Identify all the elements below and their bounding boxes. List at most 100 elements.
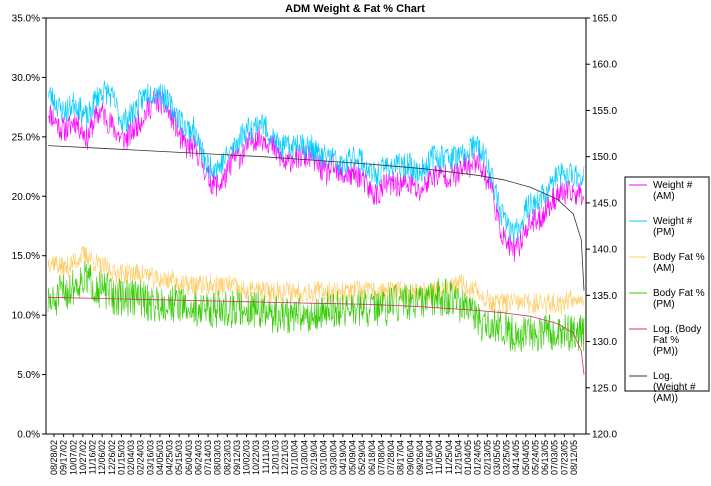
x-tick-label: 04/19/04 xyxy=(338,440,348,475)
x-tick-label: 07/23/05 xyxy=(559,440,569,475)
left-y-axis: 0.0% 5.0% 10.0% 15.0% 20.0% 25.0% 30.0% 35.0% xyxy=(12,14,46,441)
left-tick-label: 35.0% xyxy=(12,14,40,25)
x-tick-label: 04/25/03 xyxy=(165,440,175,475)
x-tick-label: 12/21/03 xyxy=(280,440,290,475)
x-tick-label: 03/30/04 xyxy=(328,440,338,475)
x-tick-label: 09/06/04 xyxy=(405,440,415,475)
x-tick-label: 06/24/03 xyxy=(193,440,203,475)
x-tick-label: 06/18/04 xyxy=(367,440,377,475)
legend-label: Weight # xyxy=(653,180,693,191)
x-tick-label: 11/25/04 xyxy=(444,440,454,474)
x-tick-label: 03/25/05 xyxy=(502,440,512,475)
series-line-body-fat-am xyxy=(47,245,585,315)
x-tick-label: 06/13/05 xyxy=(540,440,550,475)
x-tick-label: 02/04/03 xyxy=(126,440,136,475)
legend-label: (Weight # xyxy=(653,382,696,393)
x-tick-label: 12/26/02 xyxy=(107,440,117,475)
x-tick-label: 07/14/03 xyxy=(203,440,213,475)
right-y-axis: 120.0 125.0 130.0 135.0 140.0 145.0 150.0 155.0… xyxy=(586,14,617,441)
legend: Weight #(AM)Weight #(PM)Body Fat %(AM)Bo… xyxy=(624,176,710,404)
chart-title: ADM Weight & Fat % Chart xyxy=(285,3,425,15)
x-tick-label: 12/06/02 xyxy=(97,440,107,475)
legend-label: (PM) xyxy=(653,299,675,310)
x-tick-label: 07/28/04 xyxy=(386,440,396,475)
x-tick-label: 08/23/03 xyxy=(222,440,232,475)
x-tick-label: 02/19/04 xyxy=(309,440,319,475)
left-tick-label: 30.0% xyxy=(12,73,40,84)
x-tick-label: 07/08/04 xyxy=(376,440,386,475)
x-tick-label: 07/03/05 xyxy=(550,440,560,475)
left-tick-label: 5.0% xyxy=(17,370,40,381)
x-tick-label: 05/04/05 xyxy=(521,440,531,475)
right-tick-label: 160.0 xyxy=(592,60,617,71)
x-tick-label: 05/24/05 xyxy=(530,440,540,475)
x-tick-label: 10/27/02 xyxy=(78,440,88,475)
x-tick-label: 08/28/02 xyxy=(49,440,59,475)
right-tick-label: 165.0 xyxy=(592,14,617,25)
x-tick-label: 08/12/05 xyxy=(569,440,579,475)
right-tick-label: 155.0 xyxy=(592,106,617,117)
x-tick-label: 11/11/03 xyxy=(261,440,271,474)
right-tick-label: 145.0 xyxy=(592,198,617,209)
legend-label: (PM) xyxy=(653,227,675,238)
x-tick-label: 01/04/05 xyxy=(463,440,473,475)
x-tick-label: 10/07/02 xyxy=(68,440,78,475)
legend-label: (PM)) xyxy=(653,346,678,357)
series-layer xyxy=(47,80,585,375)
x-tick-label: 09/26/04 xyxy=(415,440,425,475)
x-tick-label: 10/16/04 xyxy=(425,440,435,475)
x-tick-label: 01/30/04 xyxy=(299,440,309,475)
x-tick-label: 11/05/04 xyxy=(434,440,444,474)
legend-box xyxy=(624,176,710,392)
x-tick-label: 09/17/02 xyxy=(59,440,69,475)
right-tick-label: 120.0 xyxy=(592,430,617,441)
left-tick-label: 25.0% xyxy=(12,132,40,143)
left-tick-label: 15.0% xyxy=(12,251,40,262)
left-tick-label: 10.0% xyxy=(12,311,40,322)
legend-label: Body Fat % xyxy=(653,252,705,263)
legend-label: (AM)) xyxy=(653,393,678,404)
legend-label: Weight # xyxy=(653,216,693,227)
x-tick-label: 04/05/03 xyxy=(155,440,165,475)
x-tick-label: 08/03/03 xyxy=(213,440,223,475)
x-axis: 08/28/02 09/17/02 10/07/02 10/27/02 11/16/02… xyxy=(49,434,579,475)
x-tick-label: 05/09/04 xyxy=(348,440,358,475)
legend-label: Body Fat % xyxy=(653,288,705,299)
series-line-log-body-fat-pm xyxy=(47,296,585,375)
left-tick-label: 0.0% xyxy=(17,430,40,441)
right-tick-label: 130.0 xyxy=(592,337,617,348)
x-tick-label: 12/01/03 xyxy=(270,440,280,475)
legend-label: Log. (Body xyxy=(653,324,701,335)
x-tick-label: 09/12/03 xyxy=(232,440,242,475)
right-tick-label: 140.0 xyxy=(592,245,617,256)
x-tick-label: 10/22/03 xyxy=(251,440,261,475)
x-tick-label: 03/05/05 xyxy=(492,440,502,475)
x-tick-label: 04/14/05 xyxy=(511,440,521,475)
legend-label: Log. xyxy=(653,371,672,382)
x-tick-label: 01/10/04 xyxy=(290,440,300,475)
legend-label: (AM) xyxy=(653,191,675,202)
x-tick-label: 06/04/03 xyxy=(184,440,194,475)
right-tick-label: 125.0 xyxy=(592,383,617,394)
x-tick-label: 02/13/05 xyxy=(482,440,492,475)
x-tick-label: 12/15/04 xyxy=(453,440,463,475)
x-tick-label: 10/02/03 xyxy=(242,440,252,475)
series-line-log-weight-am xyxy=(47,145,585,291)
x-tick-label: 05/29/04 xyxy=(357,440,367,475)
right-tick-label: 135.0 xyxy=(592,291,617,302)
x-tick-label: 02/24/03 xyxy=(136,440,146,475)
series-line-weight-pm xyxy=(47,80,585,242)
legend-label: Fat % xyxy=(653,335,679,346)
x-tick-label: 08/17/04 xyxy=(396,440,406,475)
x-tick-label: 03/10/04 xyxy=(319,440,329,475)
x-tick-label: 11/16/02 xyxy=(88,440,98,474)
x-tick-label: 05/15/03 xyxy=(174,440,184,475)
legend-label: (AM) xyxy=(653,263,675,274)
x-tick-label: 01/24/05 xyxy=(473,440,483,475)
left-tick-label: 20.0% xyxy=(12,192,40,203)
x-tick-label: 01/15/03 xyxy=(116,440,126,475)
plot-area xyxy=(45,17,587,435)
x-tick-label: 03/16/03 xyxy=(145,440,155,475)
